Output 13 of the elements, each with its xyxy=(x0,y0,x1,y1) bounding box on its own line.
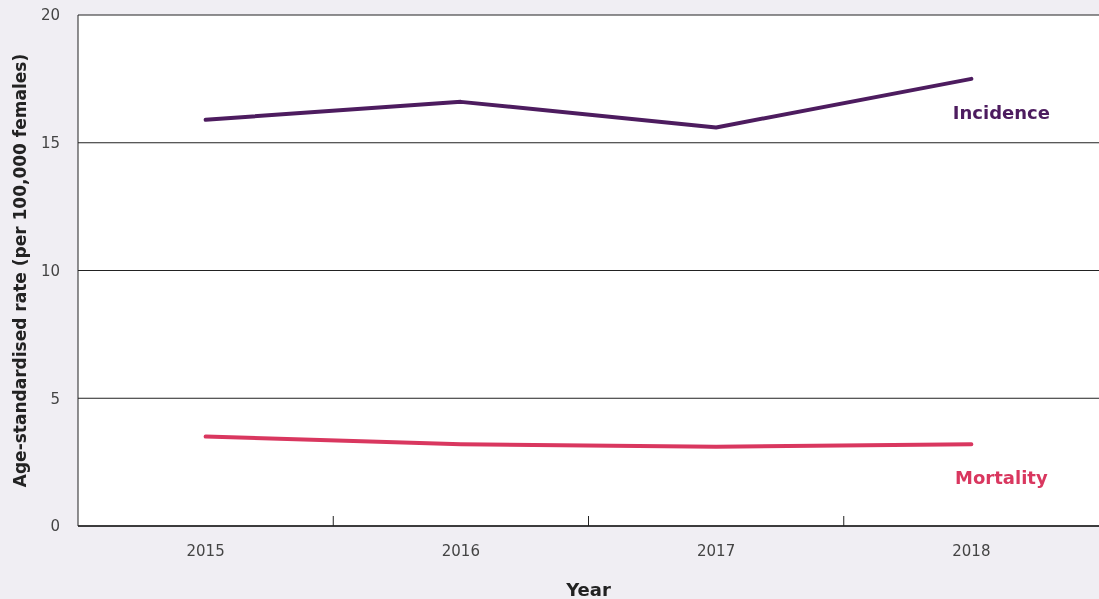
series-label: Mortality xyxy=(955,467,1048,489)
x-tick-label: 2015 xyxy=(186,542,225,560)
y-tick-label: 10 xyxy=(40,261,60,280)
x-axis-title: Year xyxy=(565,579,611,599)
y-axis-title: Age-standardised rate (per 100,000 females) xyxy=(10,53,30,488)
y-tick-label: 15 xyxy=(40,134,60,152)
y-tick-label: 5 xyxy=(50,389,60,408)
x-tick-label: 2016 xyxy=(441,542,480,560)
y-tick-label: 0 xyxy=(50,517,60,536)
series-label: Incidence xyxy=(952,101,1050,123)
y-tick-label: 20 xyxy=(40,6,60,25)
x-tick-label: 2018 xyxy=(952,542,991,560)
x-tick-label: 2017 xyxy=(697,542,736,560)
